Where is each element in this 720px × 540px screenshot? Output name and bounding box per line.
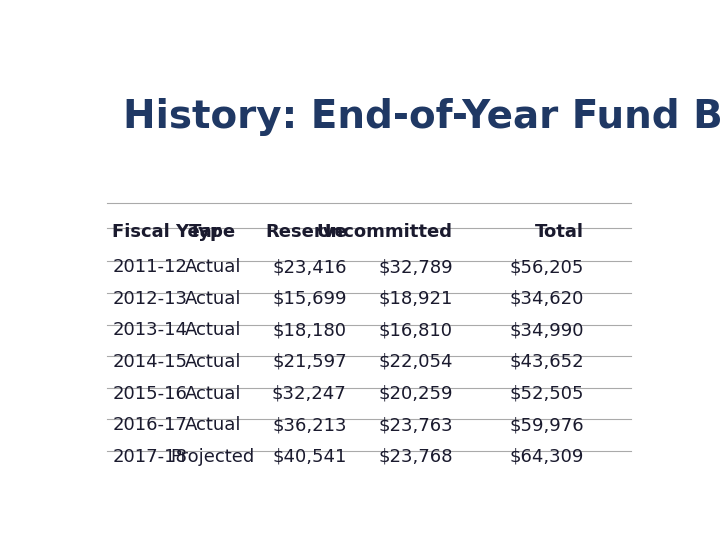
Text: $18,180: $18,180 — [273, 321, 347, 339]
Text: Actual: Actual — [184, 416, 241, 434]
Text: Total: Total — [535, 223, 584, 241]
Text: History: End-of-Year Fund Balances: History: End-of-Year Fund Balances — [124, 98, 720, 136]
Text: 2013-14: 2013-14 — [112, 321, 187, 339]
Text: 2011-12: 2011-12 — [112, 258, 187, 276]
Text: $34,620: $34,620 — [510, 290, 584, 308]
Text: $34,990: $34,990 — [509, 321, 584, 339]
Text: $36,213: $36,213 — [272, 416, 347, 434]
Text: Reserve: Reserve — [265, 223, 347, 241]
Text: Actual: Actual — [184, 290, 241, 308]
Text: $23,768: $23,768 — [378, 448, 453, 466]
Text: $23,763: $23,763 — [378, 416, 453, 434]
Text: $15,699: $15,699 — [272, 290, 347, 308]
Text: $64,309: $64,309 — [510, 448, 584, 466]
Text: $23,416: $23,416 — [272, 258, 347, 276]
Text: Actual: Actual — [184, 258, 241, 276]
Text: $16,810: $16,810 — [379, 321, 453, 339]
Text: 2015-16: 2015-16 — [112, 384, 187, 402]
Text: $18,921: $18,921 — [378, 290, 453, 308]
Text: $59,976: $59,976 — [509, 416, 584, 434]
Text: 2012-13: 2012-13 — [112, 290, 187, 308]
Text: Uncommitted: Uncommitted — [317, 223, 453, 241]
Text: Actual: Actual — [184, 384, 241, 402]
Text: Fiscal Year: Fiscal Year — [112, 223, 221, 241]
Text: $32,789: $32,789 — [378, 258, 453, 276]
Text: $52,505: $52,505 — [509, 384, 584, 402]
Text: $21,597: $21,597 — [272, 353, 347, 371]
Text: Type: Type — [189, 223, 236, 241]
Text: $43,652: $43,652 — [509, 353, 584, 371]
Text: $56,205: $56,205 — [510, 258, 584, 276]
Text: Projected: Projected — [171, 448, 255, 466]
Text: 2017-18: 2017-18 — [112, 448, 187, 466]
Text: 2016-17: 2016-17 — [112, 416, 187, 434]
Text: Actual: Actual — [184, 321, 241, 339]
Text: $32,247: $32,247 — [272, 384, 347, 402]
Text: Actual: Actual — [184, 353, 241, 371]
Text: 2014-15: 2014-15 — [112, 353, 187, 371]
Text: $20,259: $20,259 — [378, 384, 453, 402]
Text: $40,541: $40,541 — [272, 448, 347, 466]
Text: $22,054: $22,054 — [378, 353, 453, 371]
